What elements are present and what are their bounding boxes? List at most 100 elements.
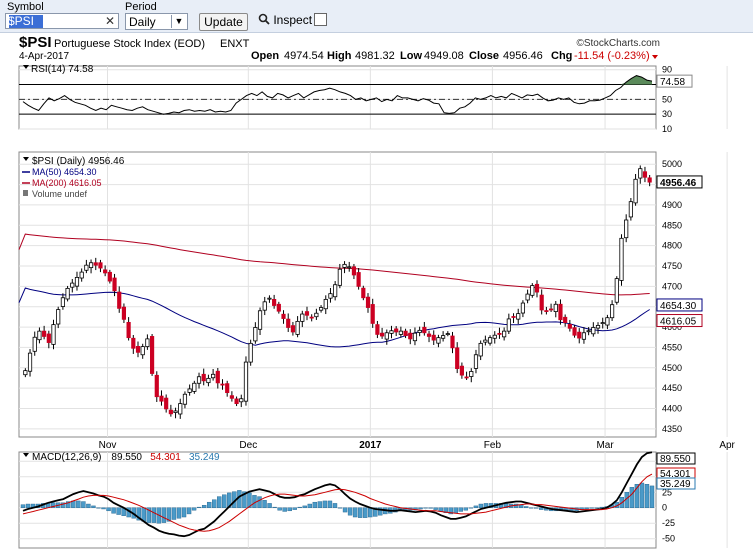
candle-up: [196, 376, 202, 384]
candle-down: [563, 316, 568, 323]
candle-up: [27, 352, 33, 372]
macd-histogram-bar: [287, 507, 292, 512]
period-select[interactable]: Daily ▼: [125, 13, 188, 30]
candle-up: [182, 393, 188, 405]
period-label: Period: [125, 1, 157, 13]
macd-histogram-bar: [312, 501, 318, 508]
price-x-tick-label: Nov: [99, 440, 117, 451]
macd-histogram-bar: [433, 507, 438, 510]
candle-down: [112, 277, 117, 292]
candle-down: [408, 332, 413, 340]
macd-histogram-bar: [629, 487, 635, 508]
rsi-last-tag-text: 74.58: [660, 77, 685, 88]
macd-histogram-bar: [161, 507, 167, 523]
candle-up: [595, 325, 601, 329]
candle-down: [464, 376, 469, 379]
candle-down: [450, 335, 455, 349]
symbol-field[interactable]: ✕: [5, 13, 119, 29]
candle-up: [262, 301, 267, 311]
macd-histogram-bar: [423, 507, 428, 509]
candle-down: [558, 303, 563, 321]
candle-down: [107, 271, 112, 282]
update-button[interactable]: Update: [199, 13, 248, 31]
price-tick-label: 4900: [662, 200, 682, 210]
rsi-tick-label: 90: [662, 65, 672, 75]
candle-down: [276, 303, 281, 312]
price-x-tick-label: Mar: [596, 440, 614, 451]
macd-histogram-bar: [368, 507, 373, 518]
candle-down: [642, 171, 648, 178]
candle-up: [23, 370, 28, 376]
candle-down: [121, 306, 127, 320]
candle-down: [234, 398, 239, 405]
candle-up: [300, 313, 305, 322]
price-frame: [18, 151, 657, 438]
toolbar: Symbol ✕ Period Daily ▼ Update Inspect: [0, 0, 753, 33]
macd-histogram-bar: [96, 507, 101, 509]
macd-histogram-bar: [468, 507, 474, 509]
candle-up: [74, 276, 80, 287]
candle-up: [619, 237, 624, 281]
candle-up: [257, 310, 263, 330]
inspect-checkbox[interactable]: [314, 13, 328, 26]
candle-up: [614, 278, 619, 303]
macd-histogram-bar: [61, 502, 66, 508]
inspect-toggle[interactable]: Inspect: [258, 13, 328, 27]
candle-down: [426, 333, 432, 337]
macd-histogram-bar: [262, 500, 267, 508]
candle-down: [403, 330, 408, 337]
candle-up: [553, 303, 558, 312]
candle-down: [215, 370, 220, 384]
macd-histogram-bar: [453, 507, 458, 514]
candle-up: [65, 287, 70, 300]
candle-down: [375, 324, 380, 335]
candle-up: [492, 334, 497, 339]
macd-histogram-bar: [428, 507, 433, 509]
macd-histogram-bar: [212, 499, 217, 508]
macd-tick-label: -50: [662, 534, 675, 544]
close-label: Close: [469, 50, 499, 62]
candle-down: [126, 321, 131, 339]
open-label: Open: [251, 50, 279, 62]
candle-down: [544, 310, 549, 312]
candle-up: [88, 262, 94, 269]
macd-histogram-bar: [322, 500, 328, 508]
candle-down: [286, 318, 291, 328]
high-value: 4981.32: [355, 50, 395, 62]
macd-histogram-bar: [20, 504, 26, 508]
header-symbol: $PSI: [19, 34, 52, 51]
candle-up: [628, 201, 633, 218]
candle-down: [272, 298, 277, 306]
ma-last-tag-text: 4616.05: [660, 317, 697, 328]
chg-value: -11.54 (-0.23%): [574, 50, 650, 62]
candle-down: [422, 326, 427, 334]
candle-down: [103, 269, 108, 274]
symbol-input[interactable]: [8, 15, 98, 27]
macd-legend-item: 89.550: [111, 452, 142, 463]
macd-histogram-bar: [91, 505, 96, 508]
macd-histogram-bar: [327, 500, 333, 508]
candle-up: [323, 298, 328, 310]
macd-histogram-bar: [66, 501, 71, 508]
macd-histogram-bar: [589, 507, 594, 509]
macd-histogram-bar: [196, 506, 202, 508]
macd-last-tag-text: 35.249: [660, 479, 691, 490]
macd-histogram-bar: [347, 507, 353, 516]
price-tick-label: 4600: [662, 322, 682, 332]
macd-histogram-bar: [292, 507, 297, 510]
clear-icon[interactable]: ✕: [104, 14, 115, 28]
chevron-down-icon[interactable]: ▼: [171, 15, 186, 28]
candle-down: [149, 336, 155, 374]
macd-histogram-bar: [443, 507, 448, 513]
candle-up: [591, 327, 596, 335]
candle-down: [168, 409, 173, 415]
candle-up: [187, 388, 192, 393]
candle-up: [624, 219, 629, 239]
macd-histogram-bar: [166, 507, 172, 522]
candle-up: [79, 271, 84, 279]
macd-histogram-bar: [101, 507, 106, 510]
macd-histogram-bar: [317, 501, 323, 508]
candle-down: [431, 334, 436, 341]
candle-up: [342, 263, 347, 268]
high-label: High: [327, 50, 352, 62]
